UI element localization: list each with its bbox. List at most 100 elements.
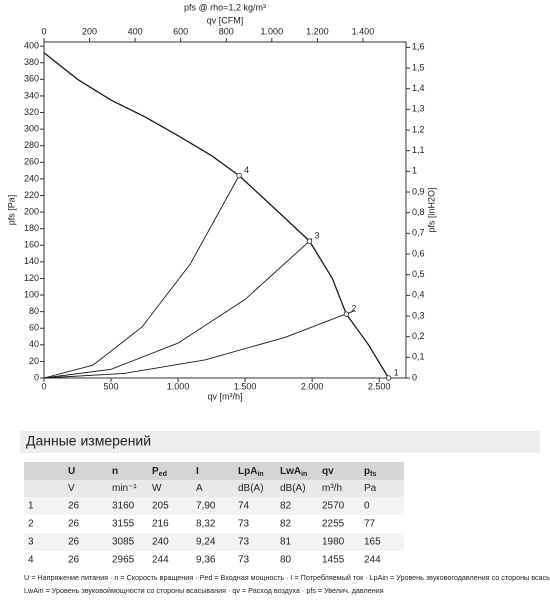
y-tick-label: 160 [24, 240, 39, 250]
table-cell: 80 [280, 555, 292, 566]
x2-axis-title: qv [CFM] [207, 15, 244, 25]
header-text: U [68, 466, 75, 477]
table-cell: 1980 [322, 537, 345, 548]
table-cell: 244 [152, 555, 169, 566]
y-tick-label: 140 [24, 256, 39, 266]
y2-tick-label: 1,2 [412, 124, 425, 134]
footnote: U = Напряжение питания · n = Скорость вр… [24, 573, 550, 582]
table-cell: 82 [280, 519, 292, 530]
table-row-bg [24, 480, 404, 497]
table-cell: 9,24 [196, 537, 216, 548]
header-text: n [112, 466, 118, 477]
x2-tick-label: 400 [128, 26, 143, 36]
y-tick-label: 100 [24, 289, 39, 299]
y-tick-label: 0 [34, 372, 39, 382]
table-header: n [112, 466, 118, 477]
y2-tick-label: 0,9 [412, 186, 425, 196]
curve [43, 309, 356, 379]
curve [43, 175, 240, 379]
table-unit: V [68, 483, 75, 494]
table-cell: 2 [28, 519, 34, 530]
y2-tick-label: 1,1 [412, 145, 425, 155]
table-cell: 26 [68, 519, 80, 530]
x2-tick-label: 1.400 [352, 26, 375, 36]
plot-frame [43, 41, 407, 379]
y-tick-label: 80 [29, 306, 39, 316]
table-cell: 26 [68, 501, 80, 512]
curve [43, 238, 313, 379]
table-cell: 240 [152, 537, 169, 548]
y-tick-label: 400 [24, 41, 39, 51]
table-header: LpAin [238, 466, 264, 478]
y2-tick-label: 0,3 [412, 310, 425, 320]
y-tick-label: 220 [24, 190, 39, 200]
table-cell: 81 [280, 537, 292, 548]
y-tick-label: 300 [24, 123, 39, 133]
x-axis-title: qv [m³/h] [207, 391, 242, 401]
table-header: qv [322, 466, 334, 477]
x2-tick-label: 600 [173, 26, 188, 36]
x2-tick-label: 1.200 [306, 26, 329, 36]
table-header: Ped [152, 466, 167, 478]
table-unit: A [196, 483, 203, 494]
table-cell: 216 [152, 519, 169, 530]
operating-point [306, 238, 313, 244]
table-cell: 3 [28, 537, 34, 548]
table-unit: m³/h [322, 483, 342, 494]
table-cell: 0 [364, 501, 370, 512]
table-cell: 74 [238, 501, 250, 512]
table-cell: 73 [238, 555, 250, 566]
table-header: U [68, 466, 75, 477]
x2-tick-label: 800 [219, 26, 234, 36]
table-unit: dB(A) [238, 483, 264, 494]
table-row-bg [24, 497, 404, 515]
y2-tick-label: 0,4 [412, 290, 425, 300]
y2-tick-label: 0,7 [412, 228, 425, 238]
curve [43, 52, 390, 379]
header-text: I [196, 466, 199, 477]
header-text: p [364, 466, 370, 477]
table-cell: 82 [280, 501, 292, 512]
header-text: P [152, 466, 159, 477]
table-cell: 3160 [112, 501, 135, 512]
y2-tick-label: 0,1 [412, 352, 425, 362]
table-cell: 1455 [322, 555, 345, 566]
table-cell: 26 [68, 537, 80, 548]
y-tick-label: 180 [24, 223, 39, 233]
y-tick-label: 60 [29, 323, 39, 333]
chart-title: pfs @ rho=1,2 kg/m³ [184, 2, 266, 12]
y2-tick-label: 0,2 [412, 331, 425, 341]
table-unit: dB(A) [280, 483, 306, 494]
y2-tick-label: 1,6 [412, 42, 425, 52]
header-sub: in [301, 471, 307, 478]
table-cell: 26 [68, 555, 80, 566]
table-cell: 244 [364, 555, 381, 566]
y-tick-label: 280 [24, 140, 39, 150]
table-cell: 3085 [112, 537, 135, 548]
point-label: 1 [394, 367, 399, 377]
point-label: 2 [351, 303, 356, 313]
header-text: LpA [238, 466, 257, 477]
header-sub: in [257, 471, 263, 478]
header-text: qv [322, 466, 334, 477]
table-cell: 165 [364, 537, 381, 548]
y2-tick-label: 1,4 [412, 83, 425, 93]
x-tick-label: 2.000 [301, 381, 324, 391]
y-tick-label: 260 [24, 157, 39, 167]
table-header: LwAin [280, 466, 307, 478]
operating-point [343, 311, 350, 317]
y-tick-label: 240 [24, 173, 39, 183]
table-header: I [196, 466, 199, 477]
x2-tick-label: 0 [41, 26, 46, 36]
table-cell: 8,32 [196, 519, 216, 530]
header-sub: ed [159, 471, 167, 478]
table-row-bg [24, 551, 404, 569]
y2-tick-label: 1,3 [412, 104, 425, 114]
x-tick-label: 2.500 [368, 381, 391, 391]
table-cell: 2965 [112, 555, 135, 566]
table-row-bg [24, 533, 404, 551]
x2-tick-label: 200 [82, 26, 97, 36]
point-label: 4 [244, 165, 249, 175]
footnote: LwAin = Уровень звуковоймощности со стор… [24, 586, 384, 595]
